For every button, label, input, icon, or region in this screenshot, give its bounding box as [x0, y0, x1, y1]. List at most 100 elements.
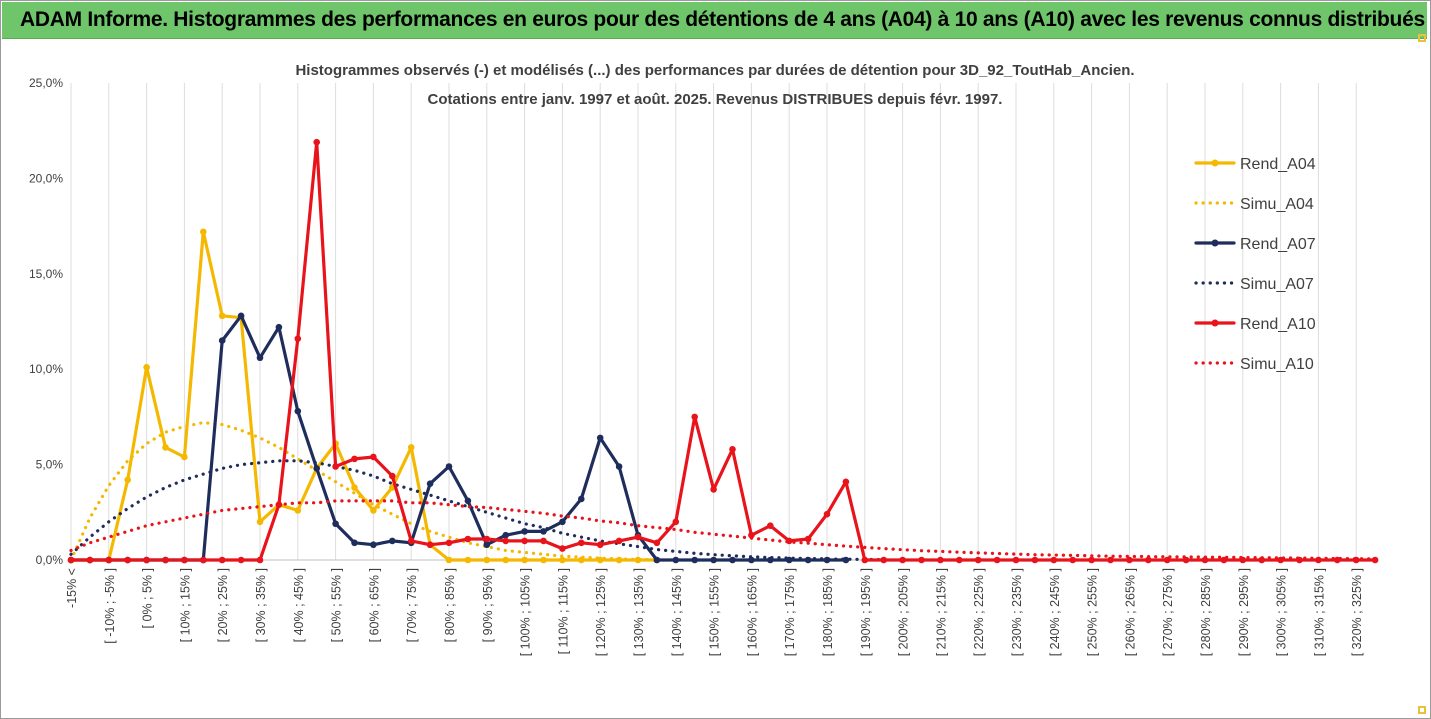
data-point-rend-a10 [993, 556, 1001, 564]
x-tick-label: [ 200% ; 205% ] [897, 568, 911, 656]
data-point-rend-a10 [596, 541, 604, 549]
legend-marker-rend-a10 [1211, 319, 1219, 327]
x-tick-label: [ 100% ; 105% ] [519, 568, 533, 656]
x-tick-label: [ 230% ; 235% ] [1010, 568, 1024, 656]
banner-title: ADAM Informe. Histogrammes des performan… [20, 8, 1425, 31]
data-point-rend-a04 [445, 556, 453, 564]
data-point-rend-a10 [653, 539, 661, 547]
data-point-rend-a10 [974, 556, 982, 564]
data-point-rend-a04 [218, 312, 226, 320]
data-point-rend-a10 [672, 518, 680, 526]
grid-lines [70, 83, 1357, 560]
data-point-rend-a07 [483, 541, 491, 549]
data-point-rend-a10 [1031, 556, 1039, 564]
data-point-rend-a10 [748, 531, 755, 539]
data-point-rend-a10 [483, 535, 491, 543]
data-point-rend-a10 [237, 556, 245, 564]
data-point-rend-a10 [445, 539, 453, 547]
data-point-rend-a07 [710, 556, 717, 564]
x-tick-label: [ 90% ; 95% ] [481, 568, 495, 642]
resize-handle-top-right[interactable] [1418, 34, 1426, 42]
y-tick-label: 5,0% [36, 458, 64, 472]
data-point-rend-a10 [407, 537, 415, 545]
data-point-rend-a04 [181, 453, 188, 461]
report-banner: ADAM Informe. Histogrammes des performan… [2, 2, 1427, 39]
data-point-rend-a10 [351, 455, 358, 463]
data-point-rend-a07 [294, 407, 302, 415]
data-point-rend-a10 [710, 486, 717, 493]
x-tick-label: [ 180% ; 185% ] [821, 568, 835, 656]
x-tick-label: [ 260% ; 265% ] [1123, 568, 1137, 656]
series-line-simu-a10 [69, 499, 1377, 561]
x-tick-label: [ 140% ; 145% ] [670, 568, 684, 656]
x-tick-label: [ 190% ; 195% ] [859, 568, 873, 656]
data-point-rend-a10 [691, 413, 698, 421]
data-point-rend-a07 [256, 354, 264, 362]
data-point-rend-a04 [294, 507, 302, 514]
x-tick-label: -15% < [65, 568, 79, 608]
resize-handle-bottom-right[interactable] [1418, 706, 1426, 714]
data-point-rend-a04 [521, 556, 528, 564]
data-point-rend-a10 [294, 335, 302, 342]
data-point-rend-a10 [1145, 556, 1152, 564]
chart-title-line1: Histogrammes observés (-) et modélisés (… [295, 62, 1134, 79]
data-point-rend-a10 [1126, 556, 1133, 564]
series-line-simu-a04 [69, 421, 659, 562]
data-point-rend-a10 [86, 556, 94, 564]
data-point-rend-a10 [729, 446, 736, 453]
x-tick-label: [ 60% ; 65% ] [367, 568, 381, 642]
data-point-rend-a07 [237, 312, 245, 320]
series [67, 138, 1379, 564]
data-point-rend-a10 [218, 556, 226, 564]
data-point-rend-a07 [502, 531, 510, 539]
x-tick-label: [ 300% ; 305% ] [1275, 568, 1289, 656]
data-point-rend-a10 [1069, 556, 1076, 564]
data-point-rend-a10 [105, 556, 113, 564]
data-point-rend-a04 [351, 484, 358, 491]
x-tick-label: [ 280% ; 285% ] [1199, 568, 1213, 656]
data-point-rend-a10 [1371, 556, 1379, 564]
legend-label-rend-a04: Rend_A04 [1240, 156, 1316, 173]
legend-label-rend-a10: Rend_A10 [1240, 316, 1316, 333]
y-tick-label: 10,0% [29, 362, 63, 376]
data-point-rend-a07 [615, 463, 623, 470]
data-point-rend-a10 [861, 556, 869, 564]
data-point-rend-a07 [370, 541, 377, 549]
data-point-rend-a10 [880, 556, 887, 564]
x-tick-label: [ 110% ; 115% ] [556, 568, 570, 654]
data-point-rend-a10 [389, 472, 396, 480]
data-point-rend-a10 [143, 556, 150, 564]
data-point-rend-a10 [256, 556, 264, 564]
data-point-rend-a04 [407, 444, 415, 451]
series-line-simu-a07 [69, 459, 886, 562]
x-tick-label: [ 80% ; 85% ] [443, 568, 457, 642]
data-point-rend-a07 [275, 323, 283, 331]
data-point-rend-a04 [143, 363, 150, 371]
data-point-rend-a10 [956, 556, 963, 564]
data-point-rend-a10 [842, 478, 850, 486]
data-point-rend-a10 [124, 556, 131, 564]
x-tick-label: [ 290% ; 295% ] [1237, 568, 1251, 656]
x-tick-label: [ 220% ; 225% ] [972, 568, 986, 656]
data-point-rend-a10 [1012, 556, 1020, 564]
data-point-rend-a10 [1050, 556, 1058, 564]
data-point-rend-a07 [691, 556, 698, 564]
y-tick-label: 20,0% [29, 171, 63, 185]
data-point-rend-a04 [370, 507, 377, 514]
data-point-rend-a10 [162, 556, 169, 564]
data-point-rend-a10 [502, 537, 510, 545]
x-tick-label: [ 50% ; 55% ] [330, 568, 344, 642]
x-tick-label: [ 310% ; 315% ] [1312, 568, 1326, 656]
x-tick-label: [ 130% ; 135% ] [632, 568, 646, 656]
x-tick-label: [ 120% ; 125% ] [594, 568, 608, 656]
data-point-rend-a10 [200, 556, 207, 564]
data-point-rend-a07 [218, 337, 226, 344]
data-point-rend-a04 [540, 556, 547, 564]
data-point-rend-a04 [162, 444, 169, 451]
data-point-rend-a07 [464, 497, 472, 505]
data-point-rend-a07 [748, 556, 755, 564]
data-point-rend-a10 [823, 510, 831, 518]
x-tick-label: [ 150% ; 155% ] [708, 568, 722, 656]
